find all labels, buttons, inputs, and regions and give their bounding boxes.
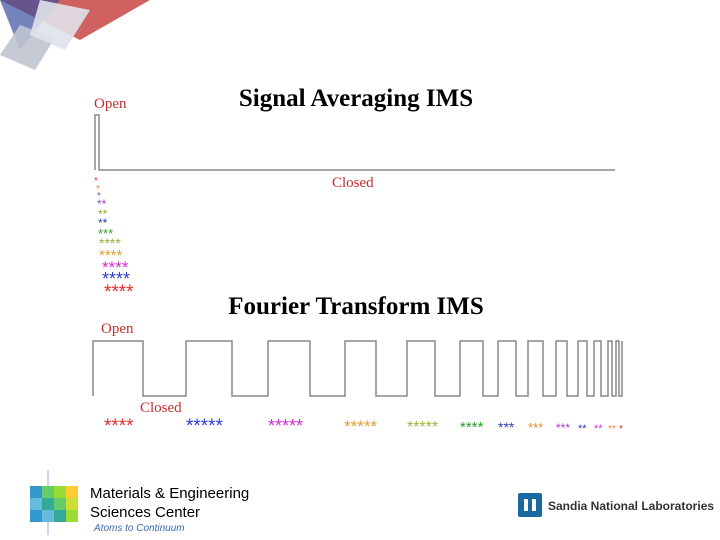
ion-marker: *****: [344, 417, 377, 436]
ion-marker: **: [98, 207, 108, 221]
tagline: Atoms to Continuum: [93, 523, 185, 534]
open-label: Open: [101, 321, 134, 337]
ion-marker: **: [594, 423, 603, 435]
sandia-logo: [518, 493, 542, 517]
ion-marker: ****: [99, 235, 121, 251]
title: Signal Averaging IMS: [239, 85, 473, 112]
title: Fourier Transform IMS: [228, 293, 484, 320]
ion-marker: ***: [98, 226, 113, 241]
ion-marker: ****: [99, 247, 123, 264]
ion-marker: **: [578, 423, 587, 435]
gate-waveform: [94, 114, 615, 171]
ion-marker: ****: [460, 419, 484, 436]
ion-marker: ***: [528, 420, 543, 435]
closed-label: Closed: [332, 175, 374, 191]
ion-marker: *: [619, 424, 623, 435]
center-name: Materials & Engineering: [90, 485, 249, 502]
ion-marker: ****: [104, 282, 134, 303]
ion-marker: *: [97, 191, 101, 202]
ion-marker: *: [94, 176, 98, 187]
ion-marker: **: [608, 424, 616, 435]
ion-marker: ****: [102, 258, 129, 277]
ion-marker: ****: [104, 416, 134, 437]
ion-marker: *: [96, 184, 100, 195]
center-name: Sciences Center: [90, 504, 200, 521]
flag-decoration: [0, 0, 150, 70]
ion-marker: ***: [498, 419, 515, 435]
ion-marker: *****: [186, 416, 224, 437]
ion-marker: **: [98, 216, 108, 230]
lab-name: Sandia National Laboratories: [548, 499, 714, 513]
ion-marker: *****: [268, 416, 303, 436]
open-label: Open: [94, 96, 127, 112]
gate-waveform: [92, 340, 623, 397]
mesc-logo: [30, 470, 78, 535]
ion-marker: **: [97, 197, 107, 211]
ion-marker: ***: [556, 421, 570, 435]
ion-marker: ****: [102, 269, 130, 289]
ion-marker: *****: [407, 419, 438, 436]
closed-label: Closed: [140, 400, 182, 416]
